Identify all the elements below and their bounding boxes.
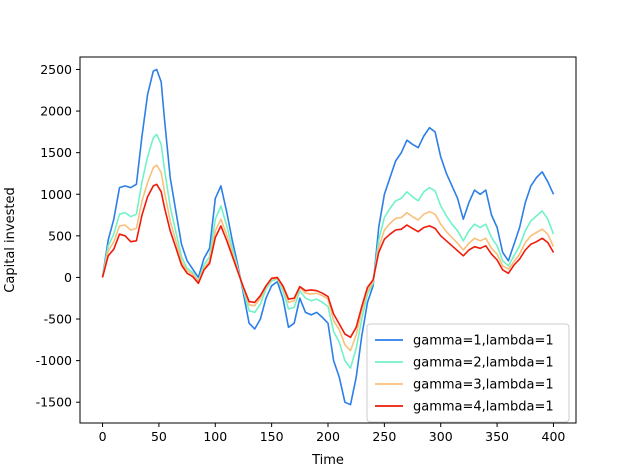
x-tick-label: 50 <box>151 429 167 444</box>
y-tick-label: -500 <box>44 312 72 327</box>
x-tick-label: 150 <box>260 429 284 444</box>
series-line <box>101 164 555 352</box>
legend: gamma=1,lambda=1 gamma=2,lambda=1 gamma=3,… <box>366 323 570 423</box>
y-tick-label: 1500 <box>40 145 72 160</box>
x-tick-label: 350 <box>485 429 509 444</box>
x-tick-label: 100 <box>203 429 227 444</box>
series-line <box>101 183 555 339</box>
x-tick-label: 250 <box>372 429 396 444</box>
y-tick-label: -1000 <box>36 353 72 368</box>
series-line <box>101 133 555 369</box>
y-tick-label: -1500 <box>36 395 72 410</box>
legend-box <box>366 323 570 423</box>
y-tick-label: 1000 <box>40 187 72 202</box>
legend-label: gamma=2,lambda=1 <box>413 356 554 371</box>
x-tick-label: 0 <box>99 429 107 444</box>
plot-lines <box>101 68 555 406</box>
legend-label: gamma=1,lambda=1 <box>413 334 554 349</box>
series-line <box>101 68 555 406</box>
y-tick-label: 500 <box>48 228 72 243</box>
x-tick-label: 300 <box>429 429 453 444</box>
y-tick-label: 2500 <box>40 62 72 77</box>
legend-label: gamma=4,lambda=1 <box>413 400 554 415</box>
x-axis: 0 50 100 150 200 250 300 350 400 <box>99 423 566 444</box>
y-tick-label: 0 <box>64 270 72 285</box>
y-axis-label: Capital invested <box>3 187 18 292</box>
y-axis: -1500 -1000 -500 0 500 1000 1500 2000 2500 <box>36 62 80 410</box>
x-tick-label: 400 <box>542 429 566 444</box>
x-tick-label: 200 <box>316 429 340 444</box>
y-tick-label: 2000 <box>40 104 72 119</box>
legend-label: gamma=3,lambda=1 <box>413 378 554 393</box>
x-axis-label: Time <box>311 453 344 468</box>
